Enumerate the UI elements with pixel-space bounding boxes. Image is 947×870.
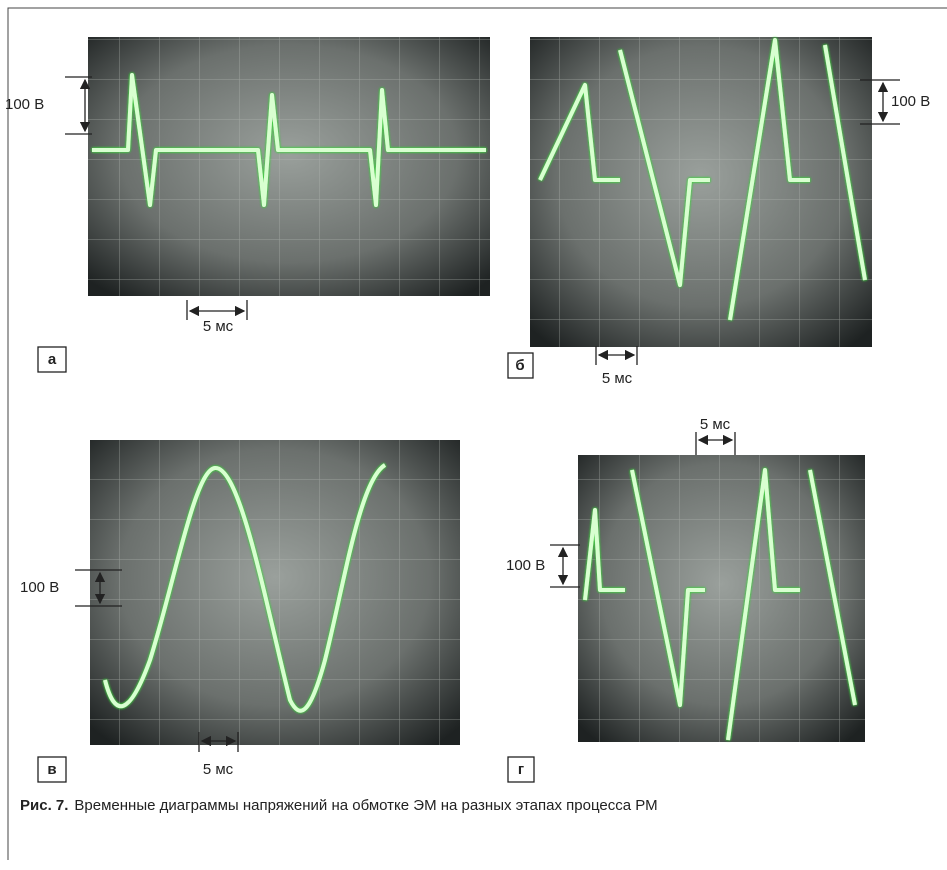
panel-a: 100 В 5 мс а <box>5 37 490 373</box>
time-scale: 5 мс <box>700 416 731 433</box>
voltage-scale: 100 В <box>5 96 44 113</box>
panel-b: 100 В 5 мс б <box>507 37 930 387</box>
time-scale: 5 мс <box>203 318 234 335</box>
panel-label: б <box>515 357 524 374</box>
panel-label: а <box>48 351 57 368</box>
voltage-scale: 100 В <box>506 557 545 574</box>
caption: Рис. 7. Временные диаграммы напряжений на… <box>20 797 658 814</box>
panel-label: г <box>518 761 524 778</box>
frame <box>7 7 947 860</box>
caption-text: Временные диаграммы напряжений на обмотк… <box>74 797 657 814</box>
panel-label: в <box>47 761 56 778</box>
voltage-scale: 100 В <box>20 579 59 596</box>
panel-c: 100 В 5 мс в <box>20 440 460 783</box>
time-scale: 5 мс <box>602 370 633 387</box>
figure-number: Рис. 7. <box>20 797 68 814</box>
panel-d: 100 В 5 мс г <box>506 416 865 783</box>
voltage-scale: 100 В <box>891 93 930 110</box>
time-scale: 5 мс <box>203 761 234 778</box>
